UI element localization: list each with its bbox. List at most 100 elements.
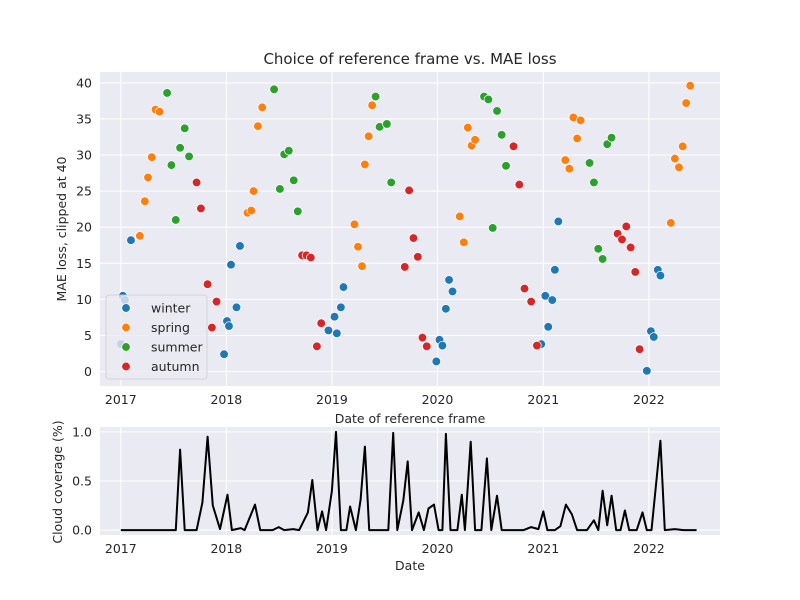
winter-point [437,340,448,351]
spring-point [353,242,363,252]
scatter-y-tick-label: 10 [76,292,92,307]
scatter-y-tick-labels: 0 5 10 15 20 25 30 35 40 [76,75,92,379]
autumn-point [408,233,419,243]
spring-point [575,115,586,126]
winter-point [547,295,557,305]
legend-label-spring: spring [151,320,190,335]
summer-point [171,215,181,225]
spring-point [681,98,691,108]
spring-point [572,133,582,144]
scatter-y-tick-label: 35 [76,111,92,126]
summer-point [593,244,603,254]
scatter-x-tick-label: 2019 [316,392,348,407]
spring-point [248,186,259,196]
scatter-x-tick-label: 2022 [633,392,665,407]
spring-point [140,196,150,206]
summer-point [483,94,494,105]
spring-point [349,219,360,229]
scatter-panel: 2017 2018 2019 2020 2021 2022 0 5 10 15 20 25 30 35 4… [54,50,720,426]
winter-point [323,325,334,336]
legend-marker-autumn [121,361,131,372]
autumn-point [508,141,519,151]
summer-point [597,254,608,264]
summer-point [284,146,294,156]
spring-point [360,159,370,170]
scatter-y-axis-label: MAE loss, clipped at 40 [54,156,69,301]
cloud-y-tick-label: 1.0 [72,424,92,439]
cloud-coverage-line [120,430,697,532]
winter-point [642,366,652,376]
spring-point [459,237,469,248]
autumn-point [526,296,536,307]
summer-point [488,223,498,233]
summer-point [602,139,612,149]
scatter-y-tick-label: 25 [76,184,92,199]
spring-point [363,131,374,141]
summer-point [293,206,303,216]
winter-point [447,286,458,297]
spring-point [357,261,367,271]
autumn-point [519,283,530,294]
summer-point [275,184,285,194]
legend-marker-summer [121,342,131,352]
winter-point [550,265,560,275]
cloud-panel: 2017 2018 2019 2020 2021 2022 0.00.51.0 Date … [50,420,720,573]
scatter-y-tick-label: 5 [84,328,92,343]
legend-box [105,294,208,380]
cloud-x-tick-label: 2021 [527,541,559,556]
winter-point [543,322,553,332]
winter-point [553,216,563,227]
winter-point [224,321,234,331]
winter-point [540,291,550,301]
summer-point [162,88,172,98]
cloud-x-tick-label: 2017 [105,541,137,556]
autumn-point [202,279,213,289]
spring-point [154,107,165,117]
spring-point [257,102,267,113]
summer-point [386,177,396,188]
autumn-point [625,242,636,253]
summer-point [180,123,190,133]
summer-point [382,119,392,129]
cloud-y-tick-label: 0.5 [72,474,92,489]
scatter-x-tick-label: 2020 [422,392,454,407]
summer-point [175,143,185,153]
winter-point [235,241,245,251]
scatter-x-tick-labels: 2017 2018 2019 2020 2021 2022 [105,392,665,407]
autumn-point [207,322,217,333]
summer-point [501,161,511,171]
winter-point [441,304,451,314]
summer-point [497,130,507,140]
cloud-x-tick-label: 2022 [633,541,665,556]
cloud-x-tick-label: 2018 [210,541,242,556]
autumn-point [630,267,640,277]
summer-point [370,91,381,102]
legend-marker-winter [121,303,131,313]
scatter-x-tick-label: 2017 [105,392,137,407]
winter-point [338,282,349,292]
cloud-x-axis-label: Date [395,558,425,573]
winter-point [329,312,340,322]
autumn-point [417,332,428,343]
summer-point [606,133,617,143]
cloud-y-tick-label: 0.0 [72,523,92,538]
spring-point [253,121,263,131]
autumn-point [306,252,316,263]
autumn-point [196,203,206,214]
winter-point [332,328,342,338]
scatter-x-axis-label: Date of reference frame [335,411,486,426]
scatter-x-tick-label: 2021 [527,392,559,407]
summer-point [289,175,299,185]
autumn-point [621,221,631,232]
spring-point [135,231,145,241]
summer-point [184,151,194,162]
spring-point [666,218,676,228]
autumn-point [617,234,627,245]
autumn-point [191,177,202,188]
autumn-point [400,262,410,272]
winter-point [226,260,236,270]
winter-point [431,356,441,367]
summer-point [584,158,595,168]
autumn-point [316,318,326,328]
cloud-x-tick-labels: 2017 2018 2019 2020 2021 2022 [105,541,665,556]
